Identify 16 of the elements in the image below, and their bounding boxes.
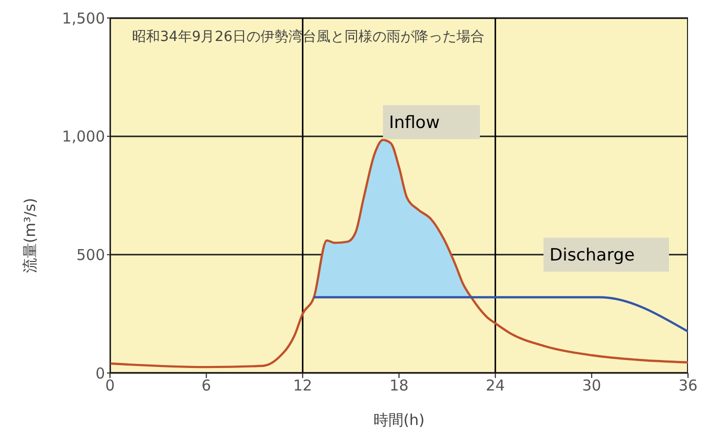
y-tick-label: 1,500 [62,9,105,28]
y-tick-label: 1,000 [62,128,105,146]
y-tick-label: 0 [95,364,105,382]
x-axis-title: 時間(h) [373,411,425,429]
series-label: Discharge [550,246,635,266]
x-tick-label: 30 [582,376,602,395]
x-tick-label: 36 [678,376,698,395]
x-tick-label: 24 [486,376,505,395]
series-label: Inflow [388,113,440,134]
y-tick-label: 500 [76,246,105,264]
y-axis-title: 流量(m³/s) [21,198,39,274]
text: 昭和34年9月26日の伊勢湾台風と同様の雨が降った場合 [132,29,485,45]
line-series [110,138,688,368]
x-tick-label: 12 [293,376,312,395]
x-tick-label: 6 [202,376,212,395]
x-tick-label: 18 [389,376,409,395]
